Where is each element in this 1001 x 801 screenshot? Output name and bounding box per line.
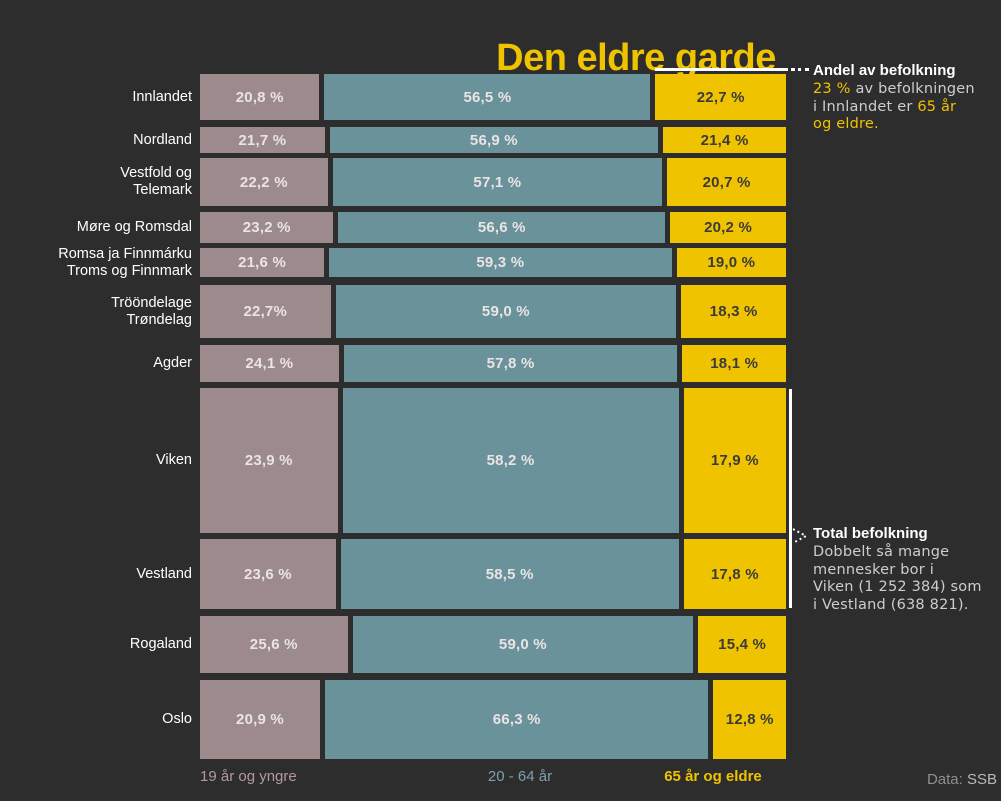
bar-segment-young: 25,6 %	[200, 616, 348, 673]
andel-annotation-heading: Andel av befolkning	[813, 62, 956, 79]
bar-segment-mid: 56,5 %	[324, 74, 651, 120]
region-label: Romsa ja Finnmárku Troms og Finnmark	[58, 245, 192, 279]
bar-segment-mid: 59,3 %	[329, 248, 672, 277]
region-label: Innlandet	[132, 88, 192, 105]
region-label: Rogaland	[129, 636, 192, 653]
region-label: Vestfold og Telemark	[120, 165, 192, 198]
bar-segment-young: 21,6 %	[200, 248, 325, 277]
bar-segment-mid: 57,1 %	[332, 158, 663, 206]
bar-segment-mid: 57,8 %	[343, 345, 678, 382]
bar-segment-old: 20,2 %	[670, 212, 786, 243]
region-label: Agder	[153, 355, 192, 372]
bar-segment-young: 20,8 %	[200, 74, 320, 120]
bar-segment-old: 12,8 %	[713, 680, 786, 759]
region-label: Nordland	[133, 131, 192, 148]
bar-segment-old: 18,3 %	[681, 285, 786, 338]
bar-segment-mid: 56,6 %	[338, 212, 666, 243]
bar-segment-old: 21,4 %	[663, 127, 786, 153]
bar-segment-young: 22,2 %	[200, 158, 328, 206]
annotation-line: Dobbelt så mange	[813, 544, 950, 560]
bar-segment-old: 17,9 %	[683, 388, 786, 533]
andel-annotation-body: 23 % av befolkningen i Innlandet er 65 år…	[813, 81, 1001, 134]
source-credit: Data: SSB	[800, 771, 997, 788]
bar-segment-old: 15,4 %	[698, 616, 786, 673]
bar-segment-old: 20,7 %	[667, 158, 786, 206]
andel-highlight-line	[655, 68, 788, 71]
source-label: Data:	[926, 771, 963, 788]
bar-segment-mid: 58,2 %	[342, 388, 679, 533]
bar-segment-mid: 59,0 %	[352, 616, 694, 673]
bar-segment-mid: 56,9 %	[329, 127, 659, 153]
source-value: SSB	[966, 771, 997, 788]
bar-segment-young: 23,9 %	[200, 388, 338, 533]
bar-segment-old: 17,8 %	[683, 539, 786, 609]
annotation-line: og eldre.	[813, 116, 879, 132]
bar-segment-young: 23,6 %	[200, 539, 336, 609]
region-label: Viken	[155, 452, 192, 469]
annotation-line: mennesker bor i	[813, 561, 934, 578]
annotation-line: 23 % av befolkningen	[813, 81, 975, 97]
legend-item-young: 19 år og yngre	[200, 768, 297, 785]
bar-segment-old: 22,7 %	[655, 74, 786, 120]
bar-segment-young: 22,7%	[200, 285, 331, 338]
annotation-line: Viken (1 252 384) som	[813, 579, 982, 595]
region-label: Vestland	[136, 565, 192, 582]
andel-dotted-connector	[791, 68, 809, 71]
bar-segment-old: 19,0 %	[676, 248, 786, 277]
chart-title: Den eldre garde	[496, 37, 776, 80]
region-label: Oslo	[162, 711, 192, 728]
total-annotation-heading: Total befolkning	[813, 525, 928, 542]
bar-segment-old: 18,1 %	[682, 345, 786, 382]
bar-segment-young: 20,9 %	[200, 680, 320, 759]
region-label: Trööndelage Trøndelag	[111, 294, 192, 328]
total-dotted-arrow-icon	[792, 528, 809, 544]
bar-segment-young: 24,1 %	[200, 345, 339, 382]
legend-item-mid: 20 - 64 år	[487, 768, 553, 785]
bar-segment-mid: 66,3 %	[324, 680, 709, 759]
region-label: Møre og Romsdal	[76, 219, 192, 236]
total-annotation-body: Dobbelt så mange mennesker bor i Viken (1 …	[813, 544, 1001, 614]
annotation-line: i Vestland (638 821).	[813, 596, 969, 613]
annotation-line: i Innlandet er 65 år	[813, 98, 957, 115]
bar-segment-young: 23,2 %	[200, 212, 334, 243]
bar-segment-young: 21,7 %	[200, 127, 325, 153]
bar-segment-mid: 59,0 %	[335, 285, 677, 338]
bar-segment-mid: 58,5 %	[340, 539, 679, 609]
legend-item-old: 65 år og eldre	[664, 768, 762, 785]
total-bracket-line	[789, 389, 792, 608]
